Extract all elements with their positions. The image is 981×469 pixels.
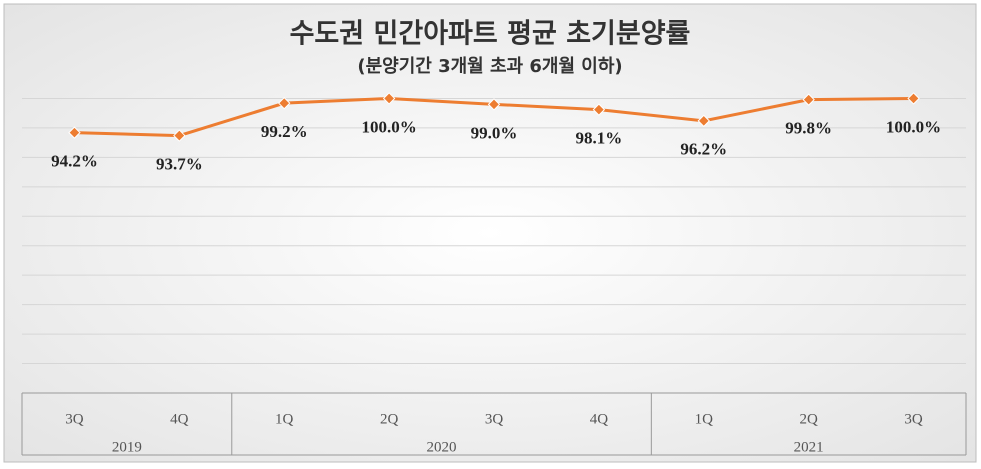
group-label: 2019 <box>112 439 142 455</box>
x-tick-label: 2Q <box>799 411 818 427</box>
x-tick-label: 3Q <box>65 411 84 427</box>
data-label: 100.0% <box>361 117 416 136</box>
marker <box>487 98 501 111</box>
data-label: 93.7% <box>156 154 203 173</box>
data-label: 96.2% <box>680 140 727 159</box>
marker <box>907 92 920 105</box>
data-label: 99.0% <box>471 123 518 142</box>
x-tick-label: 1Q <box>275 411 294 427</box>
chart-frame <box>3 3 977 463</box>
data-label: 98.1% <box>576 129 623 148</box>
marker <box>173 129 186 142</box>
group-label: 2021 <box>794 439 824 455</box>
x-tick-label: 4Q <box>590 411 609 427</box>
marker <box>382 92 396 105</box>
x-tick-label: 1Q <box>695 411 714 427</box>
marker <box>697 114 710 128</box>
data-label: 99.2% <box>261 122 308 141</box>
x-tick-label: 4Q <box>170 411 189 427</box>
chart-title: 수도권 민간아파트 평균 초기분양률 <box>290 19 691 50</box>
x-tick-label: 3Q <box>485 411 504 427</box>
x-tick-label: 3Q <box>904 411 923 427</box>
marker <box>592 103 606 116</box>
chart-subtitle: (분양기간 3개월 초과 6개월 이하) <box>357 56 622 77</box>
data-label: 99.8% <box>785 119 832 138</box>
marker <box>278 96 291 110</box>
data-label: 94.2% <box>51 152 98 171</box>
group-label: 2020 <box>427 439 457 455</box>
marker <box>68 126 81 139</box>
x-tick-label: 2Q <box>380 411 399 427</box>
marker <box>802 93 815 106</box>
data-label: 100.0% <box>886 117 941 136</box>
